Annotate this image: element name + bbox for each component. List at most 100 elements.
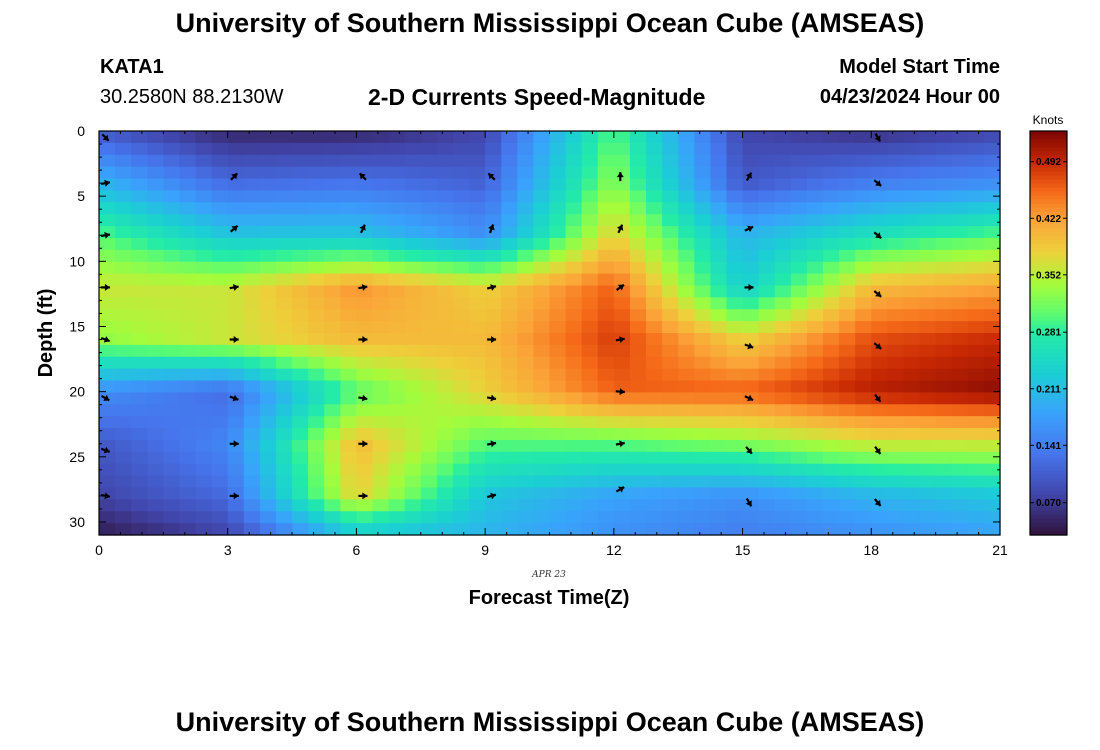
- heatmap-cell: [967, 344, 985, 358]
- heatmap-cell: [694, 178, 711, 192]
- heatmap-cell: [227, 523, 245, 536]
- heatmap-cell: [710, 428, 728, 441]
- heatmap-cell: [983, 344, 1001, 358]
- heatmap-cell: [742, 190, 760, 203]
- heatmap-cell: [131, 487, 148, 500]
- heatmap-cell: [549, 511, 567, 524]
- heatmap-cell: [678, 416, 695, 429]
- heatmap-cell: [308, 333, 325, 346]
- heatmap-cell: [887, 261, 905, 275]
- heatmap-cell: [372, 333, 390, 346]
- heatmap-cell: [388, 214, 406, 227]
- colorbar-segment: [1030, 442, 1067, 447]
- heatmap-cell: [517, 487, 535, 500]
- heatmap-cell: [758, 214, 776, 227]
- heatmap-cell: [726, 166, 744, 180]
- heatmap-cell: [887, 190, 905, 203]
- current-vector: [100, 336, 111, 343]
- heatmap-cell: [259, 261, 277, 275]
- heatmap-cell: [662, 392, 679, 405]
- colorbar-segment: [1030, 341, 1067, 346]
- heatmap-cell: [356, 475, 374, 489]
- colorbar-segment: [1030, 349, 1067, 354]
- heatmap-cell: [678, 297, 695, 310]
- heatmap-cell: [275, 344, 293, 358]
- heatmap-cell: [694, 166, 711, 180]
- current-vector: [874, 133, 881, 142]
- heatmap-cell: [501, 487, 518, 500]
- heatmap-cell: [211, 404, 229, 417]
- colorbar-segment: [1030, 260, 1067, 265]
- heatmap-cell: [903, 226, 921, 239]
- colorbar-segment: [1030, 276, 1067, 282]
- heatmap-cell: [292, 439, 309, 453]
- heatmap-cell: [227, 166, 245, 180]
- heatmap-cell: [806, 368, 824, 382]
- heatmap-cell: [179, 392, 197, 405]
- heatmap-cell: [517, 297, 535, 310]
- heatmap-cell: [259, 344, 277, 358]
- heatmap-cell: [485, 428, 502, 441]
- heatmap-cell: [694, 487, 711, 500]
- heatmap-cell: [131, 226, 148, 239]
- heatmap-cell: [243, 344, 261, 358]
- heatmap-cell: [726, 178, 744, 192]
- heatmap-cell: [195, 523, 213, 536]
- heatmap-cell: [324, 273, 341, 287]
- heatmap-cell: [903, 178, 921, 192]
- heatmap-cell: [404, 368, 422, 382]
- heatmap-cell: [501, 297, 518, 310]
- heatmap-cell: [742, 202, 760, 215]
- heatmap-cell: [195, 249, 213, 263]
- heatmap-cell: [388, 511, 406, 524]
- heatmap-cell: [613, 499, 631, 512]
- colorbar-segment: [1030, 268, 1067, 273]
- heatmap-cell: [565, 333, 583, 346]
- heatmap-cell: [839, 404, 856, 417]
- heatmap-cell: [646, 131, 663, 144]
- heatmap-cell: [919, 439, 937, 453]
- heatmap-cell: [356, 511, 374, 524]
- heatmap-cell: [903, 499, 921, 512]
- heatmap-cell: [275, 511, 293, 524]
- heatmap-cell: [597, 499, 615, 512]
- heatmap-cell: [565, 439, 583, 453]
- heatmap-cell: [758, 523, 776, 536]
- heatmap-cell: [420, 380, 438, 394]
- heatmap-cell: [436, 439, 454, 453]
- heatmap-cell: [710, 451, 728, 465]
- heatmap-cell: [259, 297, 277, 310]
- heatmap-cell: [469, 499, 486, 512]
- heatmap-cell: [517, 142, 535, 156]
- heatmap-cell: [356, 131, 374, 144]
- heatmap-cell: [774, 356, 792, 370]
- heatmap-cell: [613, 226, 631, 239]
- heatmap-cell: [131, 202, 148, 215]
- model-start-label: Model Start Time: [839, 56, 1000, 78]
- heatmap-cell: [565, 428, 583, 441]
- heatmap-cell: [99, 214, 116, 227]
- heatmap-cell: [275, 321, 293, 334]
- heatmap-cell: [919, 237, 937, 251]
- heatmap-cell: [806, 190, 824, 203]
- heatmap-cell: [839, 273, 856, 287]
- heatmap-cell: [420, 237, 438, 251]
- heatmap-cell: [839, 237, 856, 251]
- heatmap-cell: [774, 392, 792, 405]
- heatmap-cell: [404, 380, 422, 394]
- heatmap-cell: [211, 451, 229, 465]
- heatmap-cell: [839, 380, 856, 394]
- heatmap-cell: [292, 309, 309, 322]
- heatmap-cell: [517, 439, 535, 453]
- heatmap-cell: [517, 237, 535, 251]
- heatmap-cell: [163, 178, 181, 192]
- heatmap-cell: [967, 451, 985, 465]
- heatmap-cell: [372, 178, 390, 192]
- heatmap-cell: [388, 285, 406, 298]
- heatmap-cell: [115, 249, 132, 263]
- heatmap-cell: [710, 380, 728, 394]
- heatmap-cell: [211, 154, 229, 168]
- heatmap-cell: [758, 131, 776, 144]
- heatmap-cell: [951, 368, 969, 382]
- heatmap-cell: [195, 499, 213, 512]
